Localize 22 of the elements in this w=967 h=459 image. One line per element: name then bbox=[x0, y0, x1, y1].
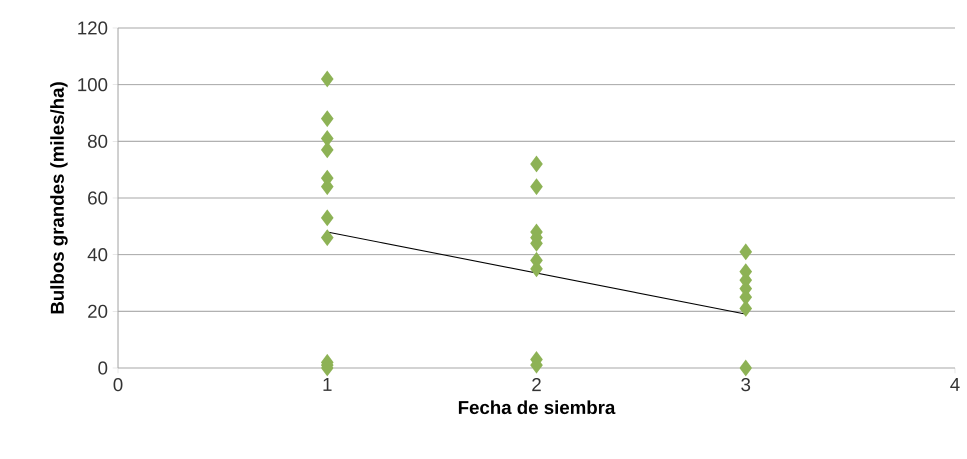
x-tick-label: 0 bbox=[114, 378, 122, 392]
y-axis-title: Bulbos grandes (miles/ha) bbox=[50, 82, 68, 314]
x-tick-label: 4 bbox=[950, 378, 960, 391]
point bbox=[320, 70, 334, 88]
y-tick-label: 20 bbox=[88, 304, 108, 318]
y-tick-label: 100 bbox=[78, 78, 108, 92]
point bbox=[320, 229, 334, 246]
y-tick-label: 80 bbox=[88, 134, 108, 148]
point bbox=[320, 210, 334, 226]
x-tick-label: 3 bbox=[741, 378, 750, 392]
point bbox=[320, 110, 334, 127]
point bbox=[739, 244, 752, 260]
y-tick-label: 60 bbox=[88, 191, 108, 205]
y-tick-label: 0 bbox=[98, 361, 108, 375]
point bbox=[530, 178, 543, 195]
x-tick-label: 2 bbox=[532, 378, 541, 392]
y-tick-label: 120 bbox=[78, 21, 108, 35]
y-tick-label: 40 bbox=[88, 248, 108, 262]
point bbox=[739, 360, 752, 376]
x-tick-label: 1 bbox=[323, 378, 332, 391]
point bbox=[530, 156, 543, 172]
x-axis-title: Fecha de siembra bbox=[458, 400, 616, 414]
